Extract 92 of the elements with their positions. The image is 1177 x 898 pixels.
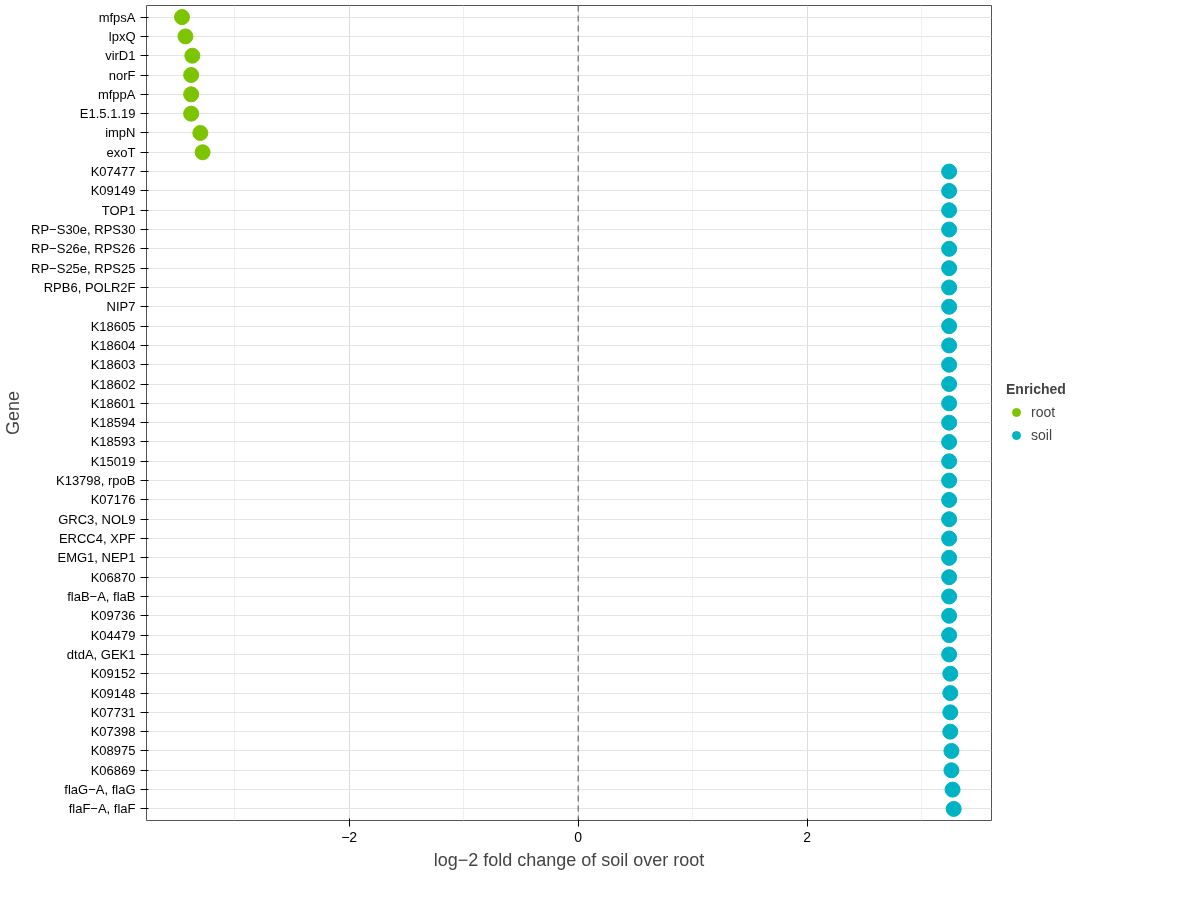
point bbox=[941, 221, 958, 238]
point bbox=[941, 491, 958, 508]
y-tick-label: K06869 bbox=[90, 762, 136, 778]
point bbox=[941, 414, 958, 431]
y-tick-label: K18602 bbox=[90, 376, 136, 392]
y-tick-label: K06870 bbox=[90, 569, 136, 585]
y-tick-label: mfpsA bbox=[98, 9, 136, 25]
point bbox=[183, 67, 200, 84]
y-tick-label: K09152 bbox=[90, 666, 136, 682]
point bbox=[941, 530, 958, 547]
y-tick-label: flaF−A, flaF bbox=[68, 801, 136, 817]
point bbox=[192, 124, 209, 141]
y-tick-label: K18593 bbox=[90, 434, 136, 450]
y-tick-label: K18594 bbox=[90, 415, 136, 431]
y-tick-label: virD1 bbox=[105, 48, 136, 64]
y-tick-label: RP−S26e, RPS26 bbox=[31, 241, 136, 257]
x-tick-label: 0 bbox=[574, 828, 583, 845]
y-tick-label: K13798, rpoB bbox=[56, 473, 136, 489]
y-tick-label: K07731 bbox=[90, 704, 136, 720]
y-tick-label: K08975 bbox=[90, 743, 136, 759]
y-tick-label: K09148 bbox=[90, 685, 136, 701]
x-axis-title: log−2 fold change of soil over root bbox=[433, 849, 705, 870]
y-tick-label: flaG−A, flaG bbox=[64, 782, 136, 798]
y-tick-label: K18601 bbox=[90, 395, 136, 411]
y-tick-label: impN bbox=[105, 125, 136, 141]
y-tick-label: RP−S25e, RPS25 bbox=[31, 260, 136, 276]
point bbox=[173, 9, 190, 26]
point bbox=[941, 356, 958, 373]
y-tick-label: exoT bbox=[106, 144, 136, 160]
point bbox=[943, 762, 960, 779]
point bbox=[941, 240, 958, 257]
point bbox=[941, 627, 958, 644]
point bbox=[941, 395, 958, 412]
y-axis-title: Gene bbox=[3, 390, 24, 436]
point bbox=[941, 646, 958, 663]
y-tick-label: K04479 bbox=[90, 627, 136, 643]
y-tick-label: dtdA, GEK1 bbox=[66, 646, 136, 662]
point bbox=[941, 433, 958, 450]
x-tick-label: 2 bbox=[803, 828, 812, 845]
y-tick-label: K09149 bbox=[90, 183, 136, 199]
legend-title: Enriched bbox=[1006, 380, 1066, 397]
point bbox=[184, 47, 201, 64]
y-tick-label: K18604 bbox=[90, 337, 136, 353]
point bbox=[941, 260, 958, 277]
point bbox=[941, 279, 958, 296]
point bbox=[177, 28, 194, 45]
point bbox=[941, 318, 958, 335]
point bbox=[942, 723, 959, 740]
y-tick-label: K07398 bbox=[90, 724, 136, 740]
point bbox=[942, 665, 959, 682]
point bbox=[941, 182, 958, 199]
y-tick-label: RP−S30e, RPS30 bbox=[31, 222, 136, 238]
y-tick-label: K18603 bbox=[90, 357, 136, 373]
point bbox=[941, 472, 958, 489]
y-tick-label: norF bbox=[108, 67, 136, 83]
point bbox=[941, 607, 958, 624]
y-tick-label: K07176 bbox=[90, 492, 136, 508]
y-tick-label: K09736 bbox=[90, 608, 136, 624]
point bbox=[942, 685, 959, 702]
y-tick-label: EMG1, NEP1 bbox=[57, 550, 136, 566]
y-tick-label: lpxQ bbox=[108, 28, 136, 44]
y-tick-label: NIP7 bbox=[106, 299, 136, 315]
y-tick-label: GRC3, NOL9 bbox=[58, 511, 136, 527]
point bbox=[945, 800, 962, 817]
point bbox=[941, 511, 958, 528]
point bbox=[942, 704, 959, 721]
point bbox=[941, 337, 958, 354]
y-tick-label: TOP1 bbox=[101, 202, 136, 218]
point bbox=[941, 588, 958, 605]
point bbox=[183, 86, 200, 103]
legend-label: root bbox=[1031, 403, 1056, 420]
point bbox=[941, 298, 958, 315]
point bbox=[941, 549, 958, 566]
y-tick-label: RPB6, POLR2F bbox=[43, 279, 136, 295]
point bbox=[941, 569, 958, 586]
x-tick-label: −2 bbox=[341, 828, 358, 845]
point bbox=[943, 742, 960, 759]
y-tick-label: K15019 bbox=[90, 453, 136, 469]
y-tick-label: E1.5.1.19 bbox=[79, 106, 136, 122]
point bbox=[941, 376, 958, 393]
y-tick-label: ERCC4, XPF bbox=[58, 531, 136, 547]
y-tick-label: flaB−A, flaB bbox=[67, 588, 136, 604]
point bbox=[941, 453, 958, 470]
point bbox=[941, 202, 958, 219]
point bbox=[194, 144, 211, 161]
point bbox=[941, 163, 958, 180]
y-tick-label: K07477 bbox=[90, 164, 136, 180]
legend-label: soil bbox=[1031, 426, 1053, 443]
point bbox=[183, 105, 200, 122]
y-tick-label: K18605 bbox=[90, 318, 136, 334]
y-tick-label: mfppA bbox=[97, 86, 136, 102]
point bbox=[944, 781, 961, 798]
